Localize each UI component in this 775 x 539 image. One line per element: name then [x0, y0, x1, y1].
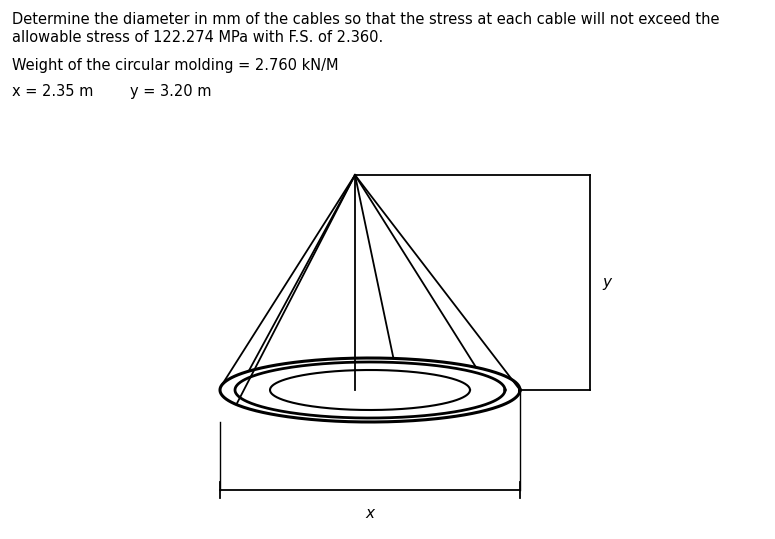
Text: Weight of the circular molding = 2.760 kN/M: Weight of the circular molding = 2.760 k… [12, 58, 339, 73]
Text: y: y [602, 275, 611, 290]
Text: x: x [366, 506, 374, 521]
Text: y = 3.20 m: y = 3.20 m [130, 84, 212, 99]
Text: x = 2.35 m: x = 2.35 m [12, 84, 93, 99]
Text: Determine the diameter in mm of the cables so that the stress at each cable will: Determine the diameter in mm of the cabl… [12, 12, 719, 27]
Text: allowable stress of 122.274 MPa with F.S. of 2.360.: allowable stress of 122.274 MPa with F.S… [12, 30, 384, 45]
